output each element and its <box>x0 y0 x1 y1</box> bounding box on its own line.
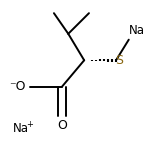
Text: Na: Na <box>12 122 29 135</box>
Text: ⁻O: ⁻O <box>10 80 26 93</box>
Text: +: + <box>26 120 33 129</box>
Text: S: S <box>115 54 123 67</box>
Text: Na: Na <box>129 24 145 37</box>
Text: O: O <box>57 119 67 132</box>
